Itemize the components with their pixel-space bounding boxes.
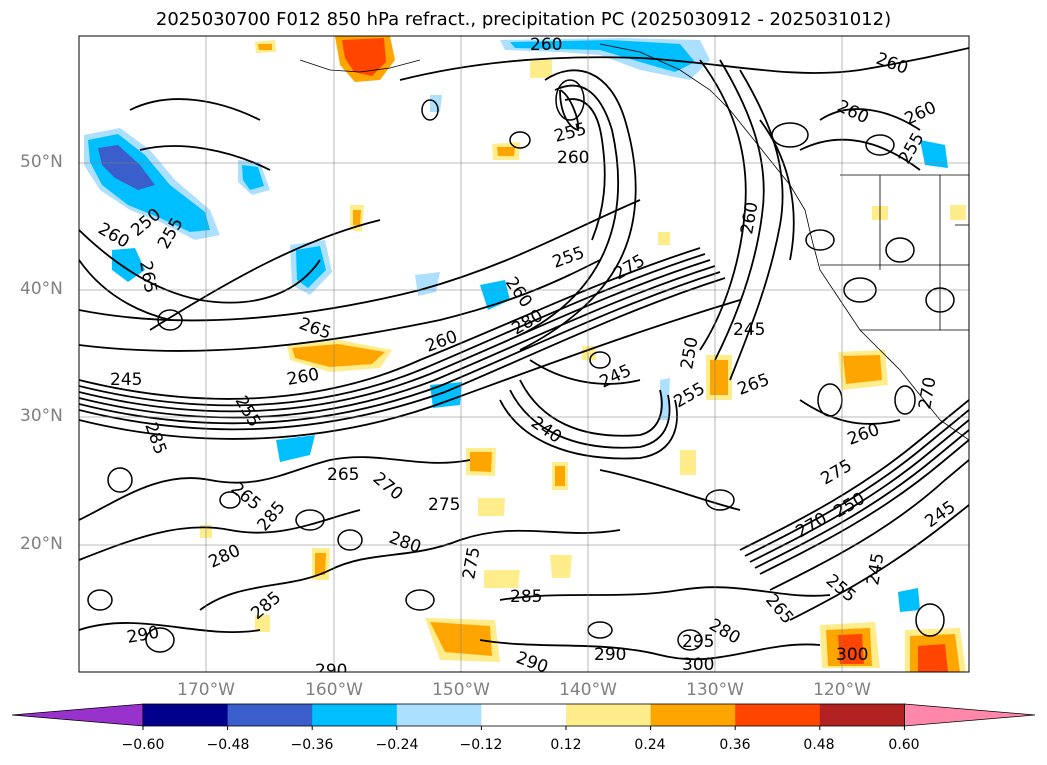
- contour-label: 295: [682, 632, 714, 652]
- precip-fill-orange: [315, 553, 326, 575]
- colorbar-tick-label: 0.60: [888, 737, 920, 753]
- contour-label: 300: [836, 645, 868, 665]
- lat-label-40n: 40°N: [20, 279, 63, 299]
- contour-label: 245: [110, 370, 142, 390]
- contour-label: 275: [428, 495, 460, 515]
- lon-label-170w: 170°W: [177, 680, 235, 700]
- contour-label: 260: [530, 35, 562, 55]
- precip-fill-yellow: [478, 498, 505, 516]
- lat-label-50n: 50°N: [20, 152, 63, 172]
- contour-label: 285: [510, 587, 542, 607]
- precip-fill-orange: [843, 355, 882, 384]
- precip-fill-yellow: [950, 205, 966, 220]
- colorbar-segment: [481, 704, 567, 726]
- map-title: 2025030700 F012 850 hPa refract., precip…: [155, 9, 892, 30]
- precip-fill-orange: [555, 466, 565, 486]
- precip-fill-yellow: [550, 555, 572, 578]
- precip-fill-yellow: [484, 570, 520, 588]
- colorbar-extend-min: [11, 703, 144, 727]
- precip-fill-orange: [258, 44, 272, 50]
- precip-fill-yellow: [255, 615, 270, 632]
- colorbar-tick-label: −0.60: [121, 737, 165, 753]
- precip-fill-orange: [710, 360, 728, 395]
- colorbar-tick-label: −0.36: [290, 737, 334, 753]
- colorbar-tick-label: 0.36: [719, 737, 751, 753]
- lon-label-130w: 130°W: [686, 680, 744, 700]
- precip-fill-orange: [292, 344, 385, 367]
- small-contours: [87, 79, 955, 653]
- precip-fill-orange: [497, 147, 515, 156]
- colorbar-segment: [735, 704, 821, 726]
- precip-fill-yellow: [680, 450, 696, 475]
- colorbar-segment: [143, 704, 229, 726]
- lon-label-160w: 160°W: [305, 680, 363, 700]
- contour-label: 260: [557, 148, 589, 168]
- colorbar-segment: [396, 704, 482, 726]
- lon-label-140w: 140°W: [559, 680, 617, 700]
- precip-fill-orange: [353, 210, 361, 226]
- colorbar-tick-label: 0.48: [803, 737, 835, 753]
- precip-fill-red: [342, 38, 386, 76]
- colorbar-segment: [819, 704, 905, 726]
- precip-fill-blue: [898, 588, 920, 612]
- colorbar-segment: [650, 704, 736, 726]
- precip-fill-blue: [276, 435, 315, 462]
- lat-label-20n: 20°N: [20, 534, 63, 554]
- colorbar-segment: [227, 704, 313, 726]
- precip-fill-mid-blue: [98, 145, 155, 190]
- colorbar-segment: [566, 704, 652, 726]
- colorbar-tick-label: 0.24: [634, 737, 666, 753]
- lon-label-150w: 150°W: [432, 680, 490, 700]
- colorbar-tick-label: −0.48: [206, 737, 250, 753]
- colorbar-tick-label: −0.12: [459, 737, 503, 753]
- precip-fill-red: [918, 644, 948, 672]
- colorbar-tick-label: −0.24: [375, 737, 419, 753]
- precip-fill-blue: [112, 248, 145, 282]
- refractivity-contours: [79, 47, 969, 661]
- colorbar-frame: [142, 703, 905, 727]
- precipitation-fills: [84, 36, 966, 672]
- precip-fill-blue: [920, 140, 948, 168]
- colorbar-tick-label: 0.12: [550, 737, 582, 753]
- precip-fill-light-blue: [660, 378, 670, 420]
- precip-fill-orange: [470, 452, 492, 472]
- precip-fill-blue: [510, 40, 695, 72]
- contour-label: 290: [594, 645, 626, 665]
- graticule: [79, 36, 969, 672]
- contour-label: 300: [682, 655, 714, 675]
- map-frame: [78, 35, 970, 673]
- colorbar-segment: [312, 704, 398, 726]
- lat-label-30n: 30°N: [20, 406, 63, 426]
- precip-fill-yellow: [658, 232, 670, 245]
- contour-label: 290: [315, 661, 347, 681]
- colorbar: [11, 703, 1036, 730]
- precip-fill-yellow: [582, 346, 596, 360]
- contour-label: 245: [733, 320, 765, 340]
- precip-fill-red: [838, 634, 864, 664]
- contour-label: 265: [327, 465, 359, 485]
- lon-label-120w: 120°W: [813, 680, 871, 700]
- precip-fill-blue: [242, 165, 264, 190]
- colorbar-extend-max: [904, 703, 1036, 727]
- precip-fill-yellow: [530, 60, 552, 78]
